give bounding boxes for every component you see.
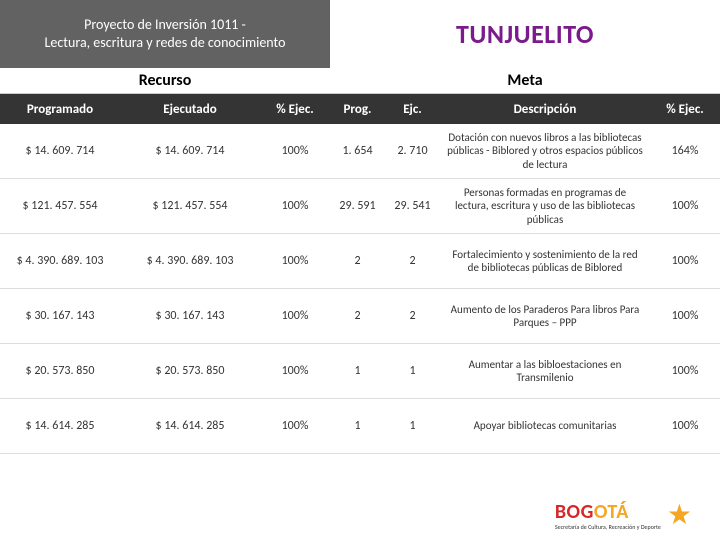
cell-pct-ejec2: 100% <box>650 344 720 398</box>
col-programado: Programado <box>0 94 120 124</box>
cell-pct-ejec2: 164% <box>650 124 720 178</box>
column-headers: Programado Ejecutado % Ejec. Prog. Ejc. … <box>0 94 720 124</box>
cell-desc: Aumento de los Paraderos Para libros Par… <box>440 289 650 343</box>
cell-prog: 2 <box>330 289 385 343</box>
cell-desc: Aumentar a las bibloestaciones en Transm… <box>440 344 650 398</box>
data-rows: $ 14. 609. 714$ 14. 609. 714100%1. 6542.… <box>0 124 720 454</box>
cell-pct-ejec2: 100% <box>650 289 720 343</box>
cell-prog: 2 <box>330 234 385 288</box>
project-header: Proyecto de Inversión 1011 - Lectura, es… <box>0 0 330 68</box>
cell-desc: Dotación con nuevos libros a las bibliot… <box>440 124 650 178</box>
table-row: $ 30. 167. 143$ 30. 167. 143100%22Aument… <box>0 289 720 344</box>
cell-ejecutado: $ 121. 457. 554 <box>120 179 260 233</box>
cell-programado: $ 14. 609. 714 <box>0 124 120 178</box>
bogota-logo: BOGOTÁ Secretaría de Cultura, Recreación… <box>555 500 692 530</box>
col-pct-ejec: % Ejec. <box>260 94 330 124</box>
table-row: $ 121. 457. 554$ 121. 457. 554100%29. 59… <box>0 179 720 234</box>
section-meta: Meta <box>330 68 720 94</box>
location-header: TUNJUELITO <box>330 0 720 68</box>
table-row: $ 14. 614. 285$ 14. 614. 285100%11Apoyar… <box>0 399 720 454</box>
table-row: $ 4. 390. 689. 103$ 4. 390. 689. 103100%… <box>0 234 720 289</box>
cell-programado: $ 4. 390. 689. 103 <box>0 234 120 288</box>
logo-subtitle: Secretaría de Cultura, Recreación y Depo… <box>555 524 661 530</box>
cell-programado: $ 20. 573. 850 <box>0 344 120 398</box>
cell-ejc: 29. 541 <box>385 179 440 233</box>
location-title: TUNJUELITO <box>456 18 594 50</box>
cell-pct-ejec: 100% <box>260 289 330 343</box>
cell-programado: $ 30. 167. 143 <box>0 289 120 343</box>
col-ejecutado: Ejecutado <box>120 94 260 124</box>
cell-ejc: 2 <box>385 234 440 288</box>
star-icon: ★ <box>667 507 692 524</box>
logo-ota: OTÁ <box>594 500 629 524</box>
cell-programado: $ 14. 614. 285 <box>0 399 120 453</box>
col-ejc: Ejc. <box>385 94 440 124</box>
cell-prog: 29. 591 <box>330 179 385 233</box>
logo-bog: BOG <box>555 500 594 524</box>
cell-pct-ejec2: 100% <box>650 234 720 288</box>
project-line1: Proyecto de Inversión 1011 - <box>84 16 246 34</box>
cell-ejecutado: $ 14. 614. 285 <box>120 399 260 453</box>
cell-prog: 1. 654 <box>330 124 385 178</box>
col-prog: Prog. <box>330 94 385 124</box>
cell-ejecutado: $ 14. 609. 714 <box>120 124 260 178</box>
project-line2: Lectura, escritura y redes de conocimien… <box>45 34 286 52</box>
cell-ejecutado: $ 20. 573. 850 <box>120 344 260 398</box>
table-row: $ 14. 609. 714$ 14. 609. 714100%1. 6542.… <box>0 124 720 179</box>
table-row: $ 20. 573. 850$ 20. 573. 850100%11Aument… <box>0 344 720 399</box>
col-descripcion: Descripción <box>440 94 650 124</box>
cell-pct-ejec: 100% <box>260 179 330 233</box>
cell-ejc: 1 <box>385 344 440 398</box>
cell-programado: $ 121. 457. 554 <box>0 179 120 233</box>
cell-ejc: 2 <box>385 289 440 343</box>
cell-desc: Personas formadas en programas de lectur… <box>440 179 650 233</box>
section-recurso: Recurso <box>0 68 330 94</box>
cell-pct-ejec: 100% <box>260 399 330 453</box>
cell-pct-ejec2: 100% <box>650 399 720 453</box>
cell-pct-ejec: 100% <box>260 124 330 178</box>
cell-pct-ejec: 100% <box>260 344 330 398</box>
cell-desc: Fortalecimiento y sostenimiento de la re… <box>440 234 650 288</box>
cell-ejc: 2. 710 <box>385 124 440 178</box>
cell-pct-ejec: 100% <box>260 234 330 288</box>
cell-ejc: 1 <box>385 399 440 453</box>
cell-ejecutado: $ 4. 390. 689. 103 <box>120 234 260 288</box>
cell-prog: 1 <box>330 399 385 453</box>
cell-pct-ejec2: 100% <box>650 179 720 233</box>
col-pct-ejec2: % Ejec. <box>650 94 720 124</box>
cell-ejecutado: $ 30. 167. 143 <box>120 289 260 343</box>
cell-prog: 1 <box>330 344 385 398</box>
cell-desc: Apoyar bibliotecas comunitarias <box>440 399 650 453</box>
